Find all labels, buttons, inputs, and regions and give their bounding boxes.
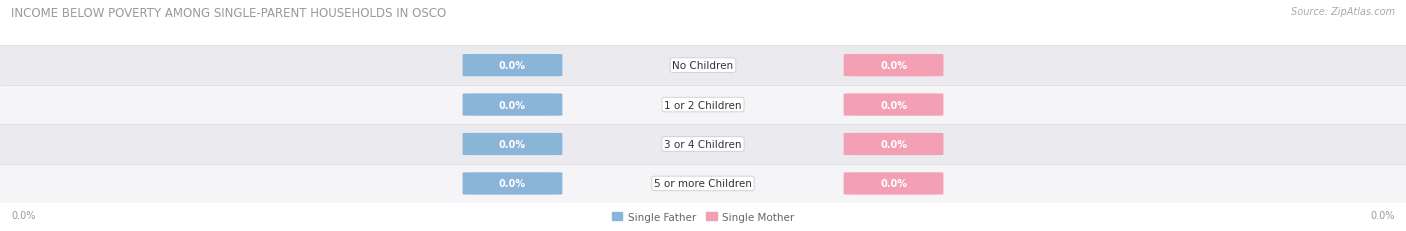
Text: 0.0%: 0.0% bbox=[880, 139, 907, 149]
Text: 0.0%: 0.0% bbox=[11, 210, 35, 220]
FancyBboxPatch shape bbox=[463, 94, 562, 116]
Bar bbox=[0, 125, 1406, 164]
Text: 0.0%: 0.0% bbox=[880, 179, 907, 189]
Text: No Children: No Children bbox=[672, 61, 734, 71]
Text: Source: ZipAtlas.com: Source: ZipAtlas.com bbox=[1291, 7, 1395, 17]
FancyBboxPatch shape bbox=[844, 55, 943, 77]
Bar bbox=[0, 46, 1406, 85]
Text: 1 or 2 Children: 1 or 2 Children bbox=[664, 100, 742, 110]
Text: 0.0%: 0.0% bbox=[880, 61, 907, 71]
Text: 0.0%: 0.0% bbox=[1371, 210, 1395, 220]
Text: INCOME BELOW POVERTY AMONG SINGLE-PARENT HOUSEHOLDS IN OSCO: INCOME BELOW POVERTY AMONG SINGLE-PARENT… bbox=[11, 7, 447, 20]
Bar bbox=[0, 164, 1406, 203]
FancyBboxPatch shape bbox=[463, 133, 562, 155]
Text: 0.0%: 0.0% bbox=[499, 61, 526, 71]
Text: 0.0%: 0.0% bbox=[880, 100, 907, 110]
Bar bbox=[0, 85, 1406, 125]
FancyBboxPatch shape bbox=[844, 133, 943, 155]
Text: 0.0%: 0.0% bbox=[499, 100, 526, 110]
FancyBboxPatch shape bbox=[463, 55, 562, 77]
FancyBboxPatch shape bbox=[463, 173, 562, 195]
Text: 3 or 4 Children: 3 or 4 Children bbox=[664, 139, 742, 149]
Text: 5 or more Children: 5 or more Children bbox=[654, 179, 752, 189]
Legend: Single Father, Single Mother: Single Father, Single Mother bbox=[607, 208, 799, 226]
FancyBboxPatch shape bbox=[844, 173, 943, 195]
Text: 0.0%: 0.0% bbox=[499, 179, 526, 189]
FancyBboxPatch shape bbox=[844, 94, 943, 116]
Text: 0.0%: 0.0% bbox=[499, 139, 526, 149]
